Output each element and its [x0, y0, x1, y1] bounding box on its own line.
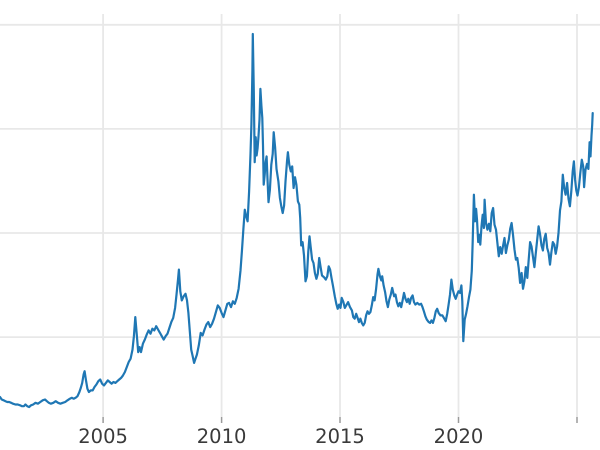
x-tick-label: 2010 [197, 425, 247, 448]
x-tick-label: 2015 [315, 425, 365, 448]
tick-layer [102, 417, 578, 423]
label-layer: 2005 2010 2015 2020 [78, 425, 483, 448]
series-layer [0, 32, 594, 409]
price-line [0, 32, 594, 409]
x-tick-label: 2020 [434, 425, 484, 448]
x-tick-label: 2005 [78, 425, 128, 448]
grid-layer [0, 14, 600, 417]
